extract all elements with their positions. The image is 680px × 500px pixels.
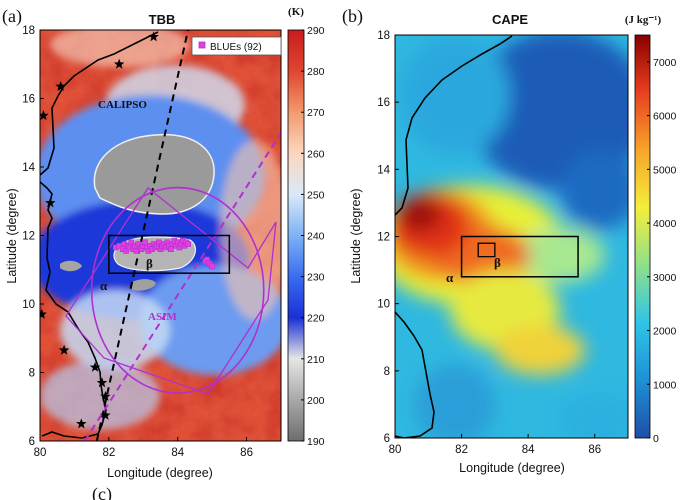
blue-event-marker <box>185 241 191 247</box>
cape-beta-label: β <box>494 255 501 270</box>
cape-xtick-label: 84 <box>522 444 535 456</box>
station-star <box>40 308 47 319</box>
cape-xtick-label: 82 <box>455 444 468 456</box>
cape-xtick-label: 80 <box>389 444 402 456</box>
cape-colorbar-tick-label: 5000 <box>653 164 677 176</box>
tbb-xlabel: Longitude (degree) <box>107 466 213 480</box>
asim-track <box>83 132 281 441</box>
cape-alpha-label: α <box>446 270 454 285</box>
tbb-colorbar-tick-label: 200 <box>307 395 325 407</box>
calipso-label: CALIPSO <box>98 99 147 111</box>
tbb-colorbar-tick-label: 210 <box>307 354 325 366</box>
station-star <box>55 81 66 91</box>
tbb-colorbar-tick-label: 290 <box>307 25 325 37</box>
station-star <box>76 418 87 429</box>
panel-label-a: (a) <box>2 6 22 27</box>
station-star <box>100 409 111 420</box>
tbb-ytick-label: 6 <box>29 436 35 448</box>
tbb-ytick-label: 18 <box>22 25 35 37</box>
tbb-colorbar-tick-label: 270 <box>307 107 325 119</box>
tbb-ytick-label: 12 <box>22 231 35 243</box>
tbb-ylabel: Latitude (degree) <box>5 188 19 283</box>
blue-event-marker <box>168 246 174 252</box>
asim-label: ASIM <box>148 311 177 323</box>
blues-markers <box>112 237 215 270</box>
cape-xlabel: Longitude (degree) <box>459 461 565 475</box>
tbb-title: TBB <box>149 12 176 27</box>
cape-colorbar-tick-label: 1000 <box>653 379 677 391</box>
cape-ylabel: Latitude (degree) <box>349 188 363 283</box>
tbb-legend-label: BLUEs (92) <box>210 42 262 53</box>
asim-fov-polygon <box>65 187 277 395</box>
station-star <box>45 197 56 208</box>
tbb-colorbar-tick-label: 220 <box>307 313 325 325</box>
tbb-xtick-label: 86 <box>240 447 253 459</box>
tbb-alpha-label: α <box>100 278 108 293</box>
cape-colorbar-tick-label: 3000 <box>653 272 677 284</box>
tbb-region-box <box>108 234 231 274</box>
cape-ytick-label: 18 <box>377 30 390 42</box>
cape-ytick-label: 8 <box>384 366 390 378</box>
blue-event-marker <box>128 239 135 246</box>
tbb-ytick-label: 8 <box>29 368 35 380</box>
cape-colorbar-tick-label: 2000 <box>653 326 677 338</box>
station-star <box>100 390 111 401</box>
cape-axes: 80 82 84 86 6 8 10 12 14 16 18 <box>377 30 601 456</box>
tbb-xtick-label: 84 <box>171 447 184 459</box>
cape-ytick-label: 12 <box>377 232 390 244</box>
station-star <box>96 377 108 388</box>
cape-ytick-label: 14 <box>377 164 390 176</box>
cape-colorbar-ticks: 0 1000 2000 3000 4000 5000 6000 7000 <box>647 57 677 445</box>
cape-ytick-label: 16 <box>377 97 390 109</box>
cape-region-box <box>460 235 579 278</box>
cape-ytick-label: 6 <box>384 433 390 445</box>
tbb-colorbar-tick-label: 250 <box>307 189 325 201</box>
station-star <box>58 344 70 355</box>
cape-panel: CAPE α β <box>349 12 677 475</box>
cape-title: CAPE <box>492 12 528 27</box>
tbb-colorbar-tick-label: 280 <box>307 66 325 78</box>
cape-field <box>395 35 628 438</box>
station-star <box>148 31 159 42</box>
cape-colorbar-tick-label: 6000 <box>653 111 677 123</box>
tbb-colorbar-tick-label: 240 <box>307 231 325 243</box>
tbb-colorbar: 190 200 210 220 230 240 250 260 270 280 290 (K) <box>287 6 325 448</box>
cape-ytick-label: 10 <box>377 299 390 311</box>
cape-inner-box <box>477 242 496 258</box>
station-star <box>113 58 125 69</box>
tbb-ytick-label: 16 <box>22 94 35 106</box>
tbb-colorbar-tick-label: 260 <box>307 148 325 160</box>
tbb-colorbar-ticks: 190 200 210 220 230 240 250 260 270 280 290 <box>301 25 325 448</box>
blue-event-marker <box>142 239 148 246</box>
tbb-colorbar-unit: (K) <box>288 6 304 18</box>
tbb-ytick-label: 10 <box>22 299 35 311</box>
cape-colorbar: 0 1000 2000 3000 4000 5000 6000 7000 (J kg⁻¹) <box>625 14 677 445</box>
tbb-panel: TBB <box>5 6 325 480</box>
tbb-xtick-label: 82 <box>102 447 115 459</box>
blue-event-marker <box>209 263 215 270</box>
tbb-colorbar-tick-label: 230 <box>307 272 325 284</box>
tbb-ytick-label: 14 <box>22 162 35 174</box>
tbb-xtick-label: 80 <box>34 447 47 459</box>
station-star <box>40 110 49 121</box>
station-markers <box>40 31 159 429</box>
tbb-field <box>40 30 281 441</box>
cape-coastline <box>395 35 513 438</box>
panel-label-c: (c) <box>92 484 112 500</box>
tbb-legend: BLUEs (92) <box>191 36 282 56</box>
station-star <box>89 361 101 372</box>
tbb-axes: 80 82 84 86 6 8 10 12 14 16 18 <box>22 25 253 459</box>
cape-colorbar-tick-label: 0 <box>653 433 659 445</box>
cape-colorbar-tick-label: 4000 <box>653 218 677 230</box>
cape-xtick-label: 86 <box>588 444 601 456</box>
cape-colorbar-tick-label: 7000 <box>653 57 677 69</box>
tbb-colorbar-tick-label: 190 <box>307 436 325 448</box>
tbb-beta-label: β <box>146 256 153 271</box>
asim-fov-circle <box>90 186 265 394</box>
cape-colorbar-unit: (J kg⁻¹) <box>625 14 662 26</box>
panel-label-b: (b) <box>342 6 363 27</box>
